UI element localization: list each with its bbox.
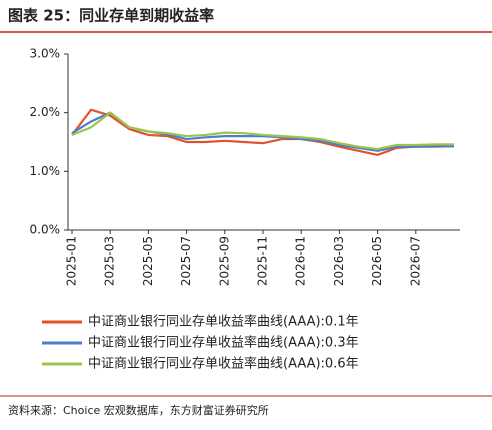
y-tick-label: 0.0% xyxy=(30,223,61,237)
x-tick-label: 2025-01 xyxy=(65,236,79,286)
x-tick-label: 2025-07 xyxy=(179,236,193,286)
x-tick-label: 2025-11 xyxy=(256,236,270,286)
x-tick-label: 2026-05 xyxy=(370,236,384,286)
x-tick-label: 2025-05 xyxy=(141,236,155,286)
y-tick-label: 3.0% xyxy=(30,47,61,61)
x-tick-label: 2026-01 xyxy=(294,236,308,286)
chart-title: 图表 25：同业存单到期收益率 xyxy=(8,7,214,25)
x-tick-label: 2025-09 xyxy=(217,236,231,286)
series-line xyxy=(71,108,455,157)
x-tick-label: 2026-07 xyxy=(408,236,422,286)
source: 资料来源：Choice 宏观数据库，东方财富证券研究所 xyxy=(8,403,269,417)
legend-label: 中证商业银行同业存单收益率曲线(AAA):0.6年 xyxy=(88,356,359,372)
legend-label: 中证商业银行同业存单收益率曲线(AAA):0.1年 xyxy=(88,314,359,330)
y-tick-label: 1.0% xyxy=(30,164,61,178)
x-tick-label: 2026-03 xyxy=(332,236,346,286)
legend-label: 中证商业银行同业存单收益率曲线(AAA):0.3年 xyxy=(88,335,359,351)
series-line xyxy=(71,111,454,151)
x-tick-label: 2025-03 xyxy=(103,236,117,286)
y-tick-label: 2.0% xyxy=(30,105,61,119)
